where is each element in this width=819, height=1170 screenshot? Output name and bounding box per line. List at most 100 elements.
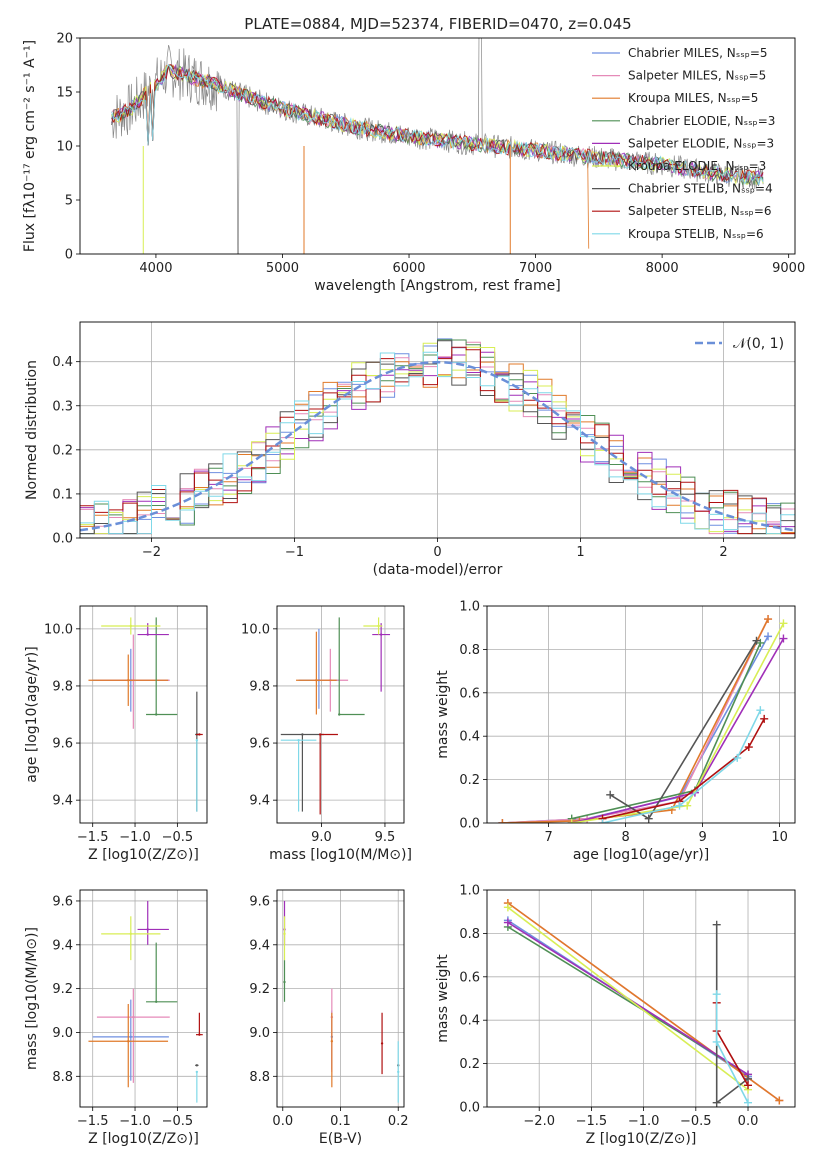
data-point [127,1040,130,1043]
y-tick-label: 0.4 [52,355,73,370]
x-tick-label: −1 [285,545,304,560]
data-point [195,738,199,742]
axes-frame [276,605,405,824]
x-tick-label: 9 [698,830,706,845]
y-tick-label: 9.4 [249,938,270,953]
legend-entry: Kroupa STELIB, Nₛₛₚ=6 [628,227,764,241]
x-tick-label: 1 [576,545,584,560]
data-point [127,679,130,682]
x-tick-label: −2.0 [523,1114,555,1129]
weight-line-salpeter_stelib [602,718,765,820]
data-point [146,633,149,636]
y-tick-label: 0.8 [459,643,480,658]
page-title: PLATE=0884, MJD=52374, FIBERID=0470, z=0… [244,15,631,33]
x-axis-label: Z [log10(Z/Z⊙)] [88,847,199,863]
weight-marker [744,1081,753,1090]
data-point [318,733,322,736]
weight-marker [752,636,761,645]
legend-entry: Kroupa MILES, Nₛₛₚ=5 [628,91,758,105]
panel-age-vs-z: −1.5 −1.0 −0.5 9.4 9.6 9.8 10.0 Z [log10(Z/Z⊙)]… [24,605,208,863]
plot-area [80,890,207,1107]
y-tick-label: 8.8 [52,1070,73,1085]
data-point [315,679,318,682]
legend-entry: 𝒩(0, 1) [733,336,784,352]
panel-weight-vs-age: 7 8 9 10 0.0 0.2 0.4 0.6 0.8 1.0 age [log10(age/yr… [435,600,796,863]
x-tick-label: 9000 [772,261,805,276]
y-tick-label: 1.0 [459,600,480,615]
legend-entry: Salpeter STELIB, Nₛₛₚ=6 [628,204,772,218]
x-tick-label: 0.2 [388,1114,409,1129]
weight-marker [712,920,721,929]
y-tick-label: 9.0 [52,1026,73,1041]
legend-entry: Kroupa ELODIE, Nₛₛₚ=3 [628,159,766,173]
x-tick-label: 7000 [519,261,552,276]
data-point [132,1015,135,1019]
y-tick-label: 9.6 [249,737,270,752]
weight-marker [598,819,607,823]
y-axis-label: mass [log10(M/M⊙)] [24,927,40,1070]
axes-frame [276,889,405,1108]
x-tick-label: 0 [433,545,441,560]
x-tick-label: −2 [142,545,161,560]
y-tick-label: 8.8 [249,1070,270,1085]
y-tick-label: 9.6 [52,737,73,752]
y-tick-label: 9.4 [52,794,73,809]
x-tick-label: −0.5 [680,1114,712,1129]
x-axis-label: (data-model)/error [373,562,503,578]
y-axis-label: Normed distribution [24,360,40,500]
plot-area [111,38,764,254]
residual-histogram-kroupa_stelib [80,351,795,535]
x-tick-label: −1.0 [628,1114,660,1129]
panel-spectrum: 4000 5000 6000 7000 8000 9000 0 5 10 15 20 waveleng… [22,32,805,295]
data-point [155,713,158,716]
weight-marker [503,918,512,927]
plot-area [277,606,404,823]
panel-mass-vs-ebv: 0.0 0.1 0.2 8.8 9.0 9.2 9.4 9.6 E(B-V) [249,889,409,1147]
data-point [283,932,286,936]
x-tick-label: 4000 [139,261,172,276]
data-point [301,733,304,736]
data-point [338,713,341,716]
y-tick-label: 0.2 [459,773,480,788]
data-point [380,1042,384,1045]
x-tick-label: 0.0 [738,1114,759,1129]
data-point [129,1035,132,1039]
weight-marker [712,1098,721,1107]
data-point [129,624,132,628]
axes-frame [486,889,796,1108]
axes-frame [79,605,208,824]
x-tick-label: 9.5 [375,830,396,845]
y-tick-label: 0.0 [52,532,73,547]
weight-marker [756,706,765,715]
weight-marker [712,990,721,999]
model-spectrum-kroupa_elodie [111,64,764,186]
model-spectrum-chabrier_stelib [111,65,764,187]
y-tick-label: 0.2 [459,1057,480,1072]
weight-line-chabrier_elodie [571,642,762,820]
data-point [198,1033,201,1036]
x-tick-label: 0.1 [330,1114,351,1129]
y-tick-label: 9.4 [52,938,73,953]
y-tick-label: 9.2 [249,982,270,997]
data-point [297,738,300,742]
weight-marker [779,634,788,643]
x-axis-label: wavelength [Angstrom, rest frame] [314,278,560,294]
axes-frame [486,605,796,824]
x-axis-label: mass [log10(M/M⊙)] [269,847,412,863]
y-axis-label: age [log10(age/yr)] [24,646,40,782]
weight-marker [779,619,788,628]
x-tick-label: 10 [771,830,788,845]
model-spectrum-kroupa_stelib [111,63,764,185]
y-tick-label: 0.1 [52,487,73,502]
y-tick-label: 0.6 [459,970,480,985]
y-tick-label: 9.0 [249,1026,270,1041]
data-point [198,733,201,736]
legend-entry: Salpeter MILES, Nₛₛₚ=5 [628,69,766,83]
weight-marker [644,814,653,823]
y-tick-label: 20 [56,32,73,47]
x-tick-label: 9.0 [311,830,332,845]
x-tick-label: −1.5 [77,830,109,845]
weight-marker [775,1096,784,1105]
data-point [397,1070,400,1074]
